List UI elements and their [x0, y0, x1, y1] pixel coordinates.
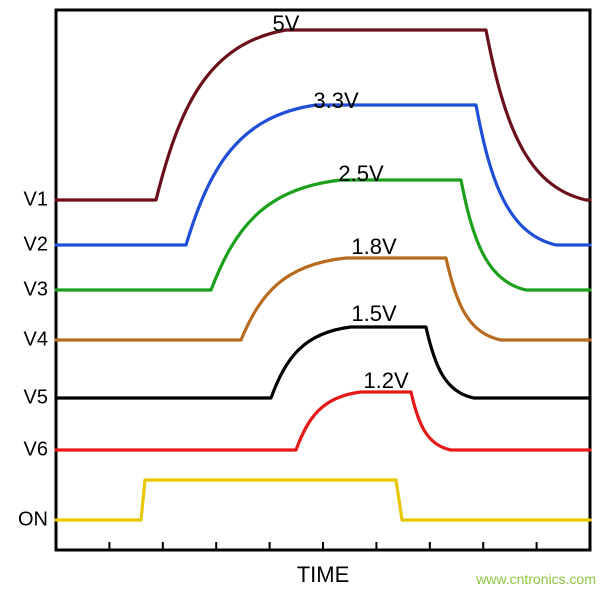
voltage-label-v1: 5V: [273, 11, 300, 36]
trace-v1: [56, 30, 590, 200]
trace-v3: [56, 180, 590, 290]
voltage-label-v5: 1.5V: [351, 301, 397, 326]
channel-label-v3: V3: [24, 278, 48, 300]
chart-svg: V1 5V V2 3.3V V3 2.5V V4 1.8V V5 1.5V V6 1.2V ON TIME…: [0, 0, 604, 600]
channel-label-v2: V2: [24, 233, 48, 255]
voltage-label-v6: 1.2V: [363, 368, 409, 393]
trace-v4: [56, 258, 590, 340]
channel-label-v4: V4: [24, 328, 48, 350]
trace-v5: [56, 327, 590, 398]
x-axis-label: TIME: [297, 562, 350, 587]
trace-v6: [56, 392, 590, 450]
voltage-label-v4: 1.8V: [351, 234, 397, 259]
trace-v2: [56, 105, 590, 245]
channel-label-v6: V6: [24, 438, 48, 460]
trace-on: [56, 480, 590, 520]
channel-label-v5: V5: [24, 386, 48, 408]
channel-label-v1: V1: [24, 188, 48, 210]
watermark: www.cntronics.com: [475, 571, 596, 587]
voltage-label-v3: 2.5V: [338, 161, 384, 186]
voltage-sequence-chart: V1 5V V2 3.3V V3 2.5V V4 1.8V V5 1.5V V6 1.2V ON TIME…: [0, 0, 604, 600]
channel-label-on: ON: [18, 508, 48, 530]
voltage-label-v2: 3.3V: [313, 88, 359, 113]
